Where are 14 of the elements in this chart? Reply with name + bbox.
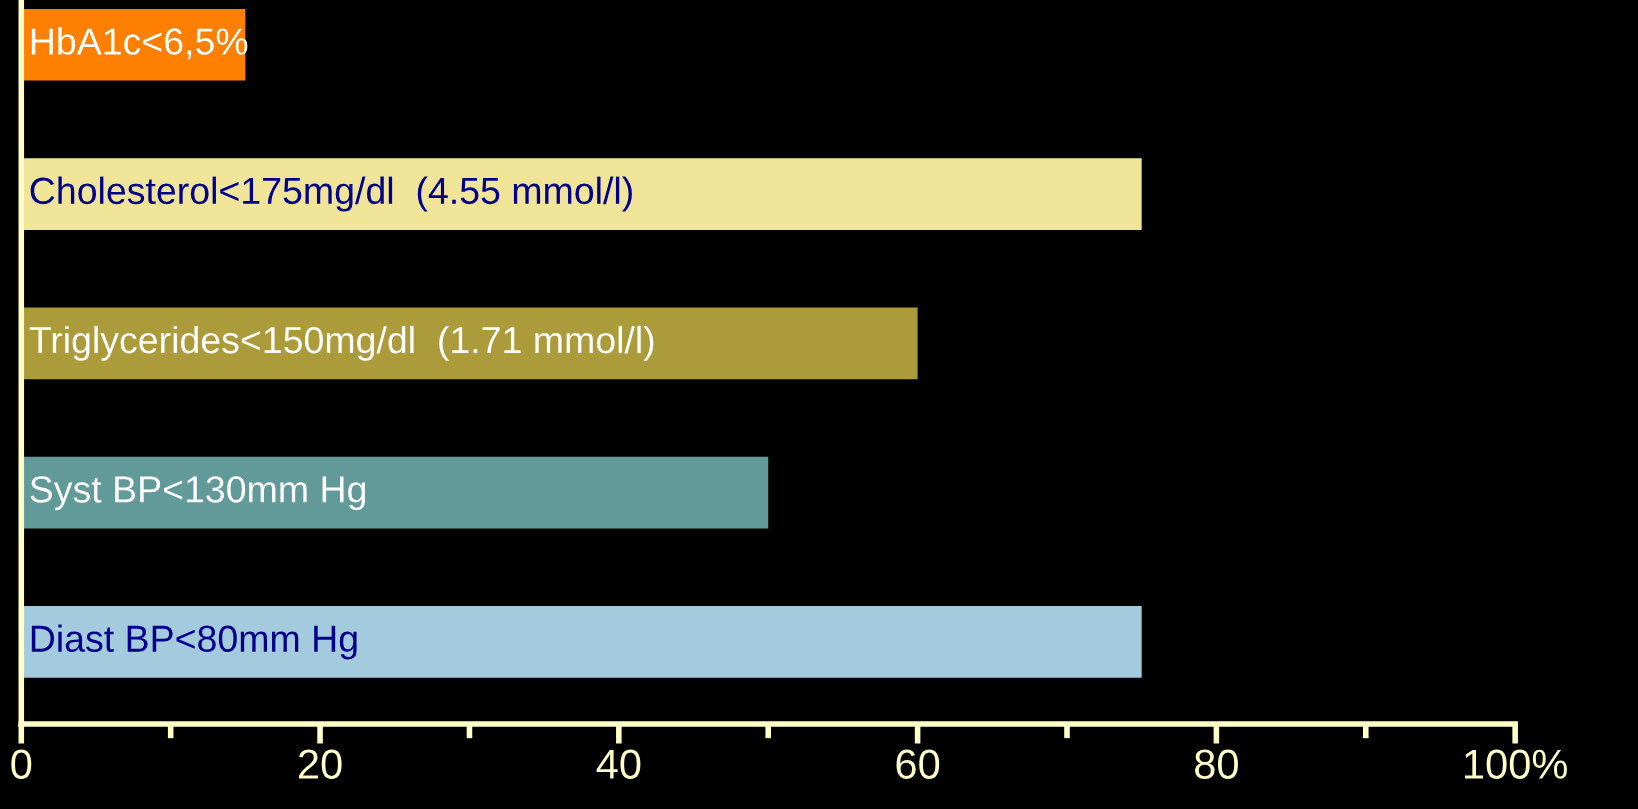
bar — [21, 606, 1142, 678]
x-tick-label: 100% — [1465, 749, 1567, 779]
y-tick-label: Cholesterol<175mg/dl (4.55 mmol/l) — [30, 176, 632, 212]
bar — [21, 307, 918, 380]
x-tick-label: 0 — [11, 749, 32, 779]
x-tick-label: 60 — [896, 749, 940, 779]
x-tick-label: 80 — [1195, 749, 1238, 779]
y-tick-label: Triglycerides<150mg/dl (1.71 mmol/l) — [29, 325, 654, 361]
y-tick-label: Diast BP<80mm Hg — [31, 624, 357, 660]
x-tick-label: 40 — [596, 749, 641, 779]
bar — [21, 158, 1142, 230]
bar — [21, 456, 769, 529]
x-tick-label: 20 — [298, 749, 342, 779]
y-tick-label: Syst BP<130mm Hg — [30, 476, 366, 511]
